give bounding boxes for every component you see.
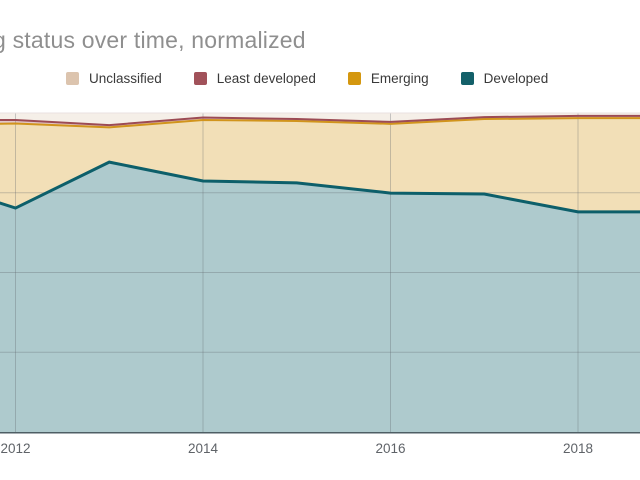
- chart-legend: Unclassified Least developed Emerging De…: [66, 71, 548, 86]
- legend-item-label: Unclassified: [89, 71, 162, 86]
- legend-swatch: [66, 72, 79, 85]
- line-least-developed: [0, 114, 640, 127]
- legend-swatch: [347, 72, 361, 85]
- legend-item-emerging: Emerging: [347, 71, 429, 86]
- area-developed: [0, 162, 640, 432]
- legend-swatch: [193, 72, 207, 85]
- line-developed: [0, 160, 640, 214]
- line-emerging: [0, 117, 640, 129]
- legend-item-least-developed: Least developed: [193, 71, 316, 86]
- chart-title: g status over time, normalized: [0, 27, 306, 53]
- legend-item-label: Emerging: [370, 71, 429, 86]
- legend-swatch: [460, 72, 474, 85]
- legend-item-label: Least developed: [216, 71, 316, 86]
- legend-item-label: Developed: [483, 71, 549, 86]
- legend-item-developed: Developed: [460, 71, 549, 86]
- area-emerging: [0, 118, 640, 212]
- legend-item-unclassified: Unclassified: [66, 71, 162, 86]
